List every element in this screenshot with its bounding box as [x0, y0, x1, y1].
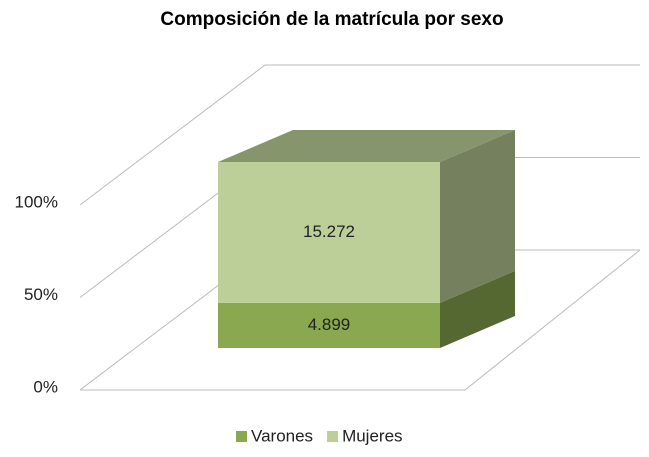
legend-swatch — [236, 431, 247, 442]
chart-title: Composición de la matrícula por sexo — [160, 9, 503, 30]
y-tick-label: 0% — [33, 377, 58, 396]
bar — [218, 162, 440, 303]
bar-top — [218, 130, 515, 162]
bar-side — [440, 270, 515, 348]
y-tick-label: 100% — [15, 192, 58, 211]
data-label: 15.272 — [303, 222, 355, 241]
bar — [218, 302, 440, 348]
legend-swatch — [327, 431, 339, 442]
floor-edge — [80, 249, 641, 391]
grid-line — [79, 64, 640, 206]
legend-label: Varones — [251, 426, 313, 445]
data-label: 4.899 — [308, 315, 351, 334]
legend-label: Mujeres — [342, 426, 402, 445]
bar-side — [440, 130, 515, 303]
y-tick-label: 50% — [24, 285, 58, 304]
